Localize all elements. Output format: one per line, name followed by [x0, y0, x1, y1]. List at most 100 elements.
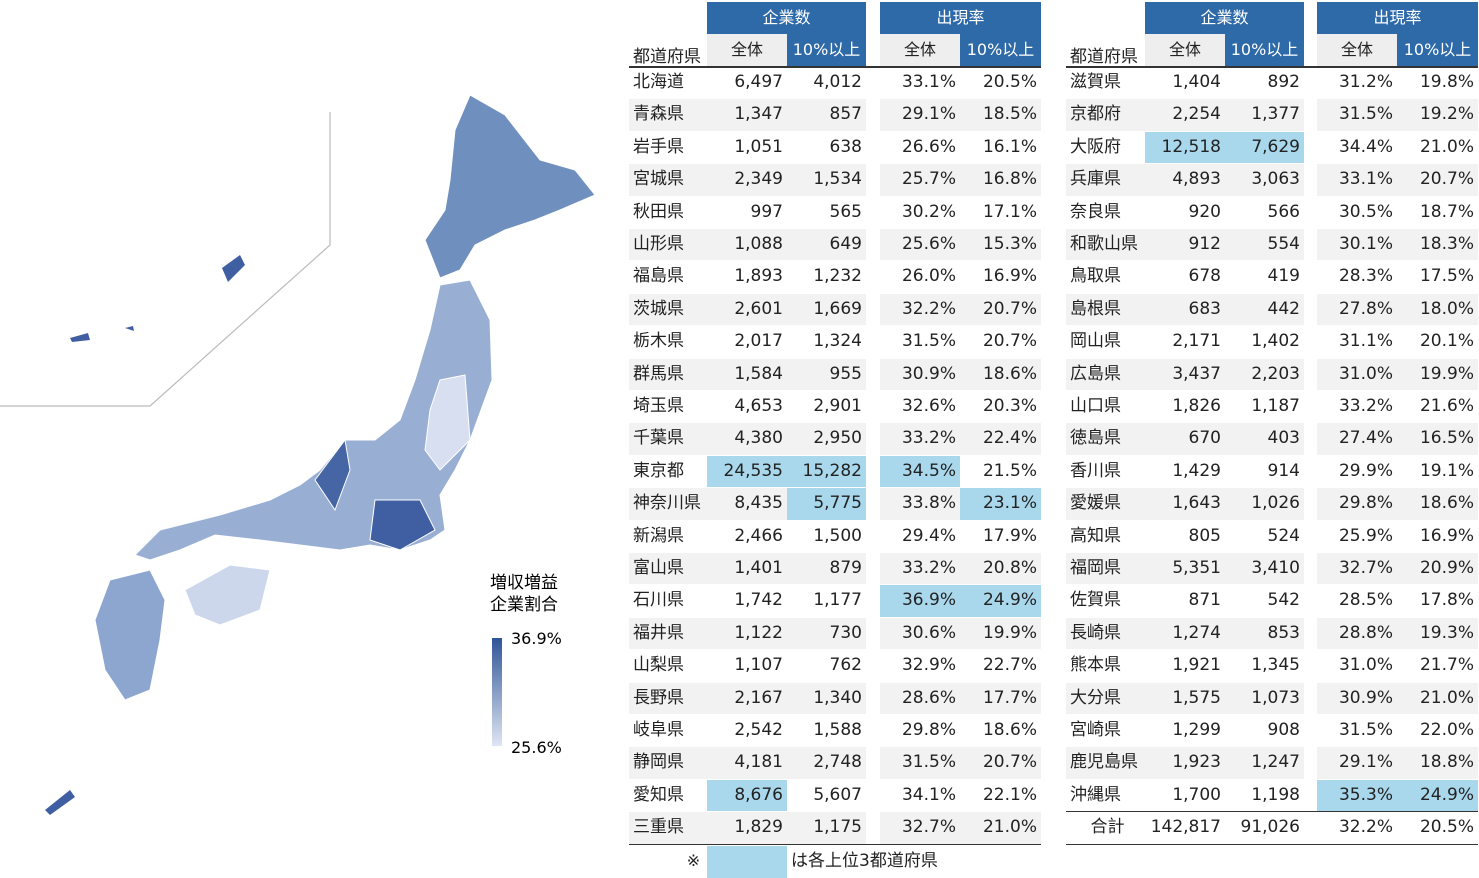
table-value: 1,402 [1251, 331, 1300, 352]
legend-title: 企業割合 [490, 595, 558, 615]
table-value: 28.3% [1338, 266, 1393, 287]
prefecture-name: 長崎県 [1066, 617, 1145, 650]
table-value: 33.2% [880, 553, 960, 585]
prefecture-name: 鹿児島県 [1066, 747, 1145, 779]
table-value: 730 [787, 617, 866, 650]
table-value: 17.5% [1419, 266, 1474, 287]
prefecture-name: 栃木県 [633, 331, 684, 352]
table-value: 20.5% [1419, 817, 1474, 838]
shikoku [184, 564, 271, 626]
table-value: 30.1% [1317, 229, 1397, 261]
table-value: 566 [1267, 201, 1300, 222]
prefecture-name: 青森県 [629, 99, 707, 131]
rule [1066, 66, 1478, 68]
table-value: 25.7% [880, 164, 960, 196]
prefecture-name: 合計 [1090, 817, 1125, 838]
prefecture-name: 神奈川県 [629, 488, 707, 520]
prefecture-name: 埼玉県 [633, 396, 684, 416]
table-value: 2,167 [707, 682, 787, 714]
table-value: 3,437 [1145, 358, 1225, 390]
prefecture-name: 岡山県 [1070, 331, 1121, 352]
table-value: 1,669 [787, 293, 866, 326]
table-value: 91,026 [1240, 817, 1300, 838]
map: 増収増益 企業割合 36.9% 25.6% [0, 94, 596, 815]
table-value: 21.7% [1419, 655, 1474, 676]
table-value: 1,575 [1145, 682, 1225, 714]
table-value: 3,063 [1225, 164, 1304, 196]
table-value: 21.0% [1397, 682, 1478, 714]
table-value: 2,748 [787, 747, 866, 779]
table-value: 28.8% [1317, 617, 1397, 650]
table-value: 4,012 [813, 72, 862, 92]
table-value: 1,826 [1172, 396, 1221, 416]
table-value: 21.0% [960, 812, 1041, 844]
table-value: 18.3% [1397, 229, 1478, 261]
table-value: 33.1% [1317, 164, 1397, 196]
rule [1066, 811, 1478, 813]
table-value: 1,643 [1145, 488, 1225, 520]
table-value: 34.5% [880, 455, 960, 488]
table-value: 18.7% [1419, 201, 1474, 222]
table-value: 34.1% [901, 784, 956, 805]
prefecture-name: 福島県 [633, 266, 684, 287]
prefecture-name: 京都府 [1066, 99, 1145, 131]
table-value: 16.8% [960, 164, 1041, 196]
table-value: 1,122 [707, 617, 787, 650]
table-value: 2,950 [787, 423, 866, 455]
prefecture-name: 沖縄県 [1070, 784, 1121, 805]
table-value: 1,742 [734, 590, 783, 611]
table-value: 670 [1145, 423, 1225, 455]
table-value: 16.9% [982, 266, 1037, 287]
table-value: 5,607 [813, 784, 862, 805]
table-value: 21.0% [1419, 136, 1474, 157]
prefecture-name: 宮城県 [629, 164, 707, 196]
prefecture-name: 山形県 [629, 229, 707, 261]
table-value: 19.1% [1419, 460, 1474, 481]
table-value: 19.8% [1419, 72, 1474, 92]
table-value: 20.8% [960, 553, 1041, 585]
table-value: 912 [1145, 229, 1225, 261]
rule [629, 66, 1041, 68]
table-value: 4,653 [734, 396, 783, 416]
prefecture-name: 鳥取県 [1070, 266, 1121, 287]
prefecture-name: 滋賀県 [1070, 72, 1121, 92]
table-value: 28.6% [880, 682, 960, 714]
table-value: 871 [1188, 590, 1221, 611]
table-value: 5,351 [1145, 553, 1225, 585]
table-value: 2,349 [707, 164, 787, 196]
honshu [134, 279, 493, 561]
table-value: 1,247 [1225, 747, 1304, 779]
table-value: 33.2% [880, 423, 960, 455]
table-value: 31.2% [1338, 72, 1393, 92]
table-value: 31.5% [901, 331, 956, 352]
table-value: 15.3% [960, 229, 1041, 261]
table-value: 16.1% [982, 136, 1037, 157]
table-value: 25.9% [1338, 525, 1393, 546]
prefecture-name: 静岡県 [629, 747, 707, 779]
table-value: 20.9% [1397, 553, 1478, 585]
table-value: 683 [1145, 293, 1225, 326]
table-value: 30.5% [1338, 201, 1393, 222]
table-value: 1,893 [734, 266, 783, 287]
table-value: 30.9% [1317, 682, 1397, 714]
prefecture-name: 佐賀県 [1070, 590, 1121, 611]
table-value: 542 [1267, 590, 1300, 611]
legend-scale [492, 638, 502, 746]
prefecture-name: 山口県 [1070, 396, 1121, 416]
table-value: 16.9% [1419, 525, 1474, 546]
table-value: 24.9% [960, 585, 1041, 617]
table-value: 1,377 [1225, 99, 1304, 131]
table-value: 12,518 [1145, 131, 1225, 164]
table-value: 32.7% [1317, 553, 1397, 585]
prefecture-header: 都道府県 [1070, 47, 1138, 67]
table-value: 2,601 [707, 293, 787, 326]
prefecture-name: 徳島県 [1066, 423, 1145, 455]
table-value: 4,181 [707, 747, 787, 779]
table-value: 29.8% [1317, 488, 1397, 520]
table-value: 678 [1188, 266, 1221, 287]
table-value: 35.3% [1317, 779, 1397, 812]
table-value: 1,026 [1225, 488, 1304, 520]
prefecture-name: 群馬県 [629, 358, 707, 390]
rule [629, 843, 1041, 846]
table-value: 20.7% [960, 747, 1041, 779]
